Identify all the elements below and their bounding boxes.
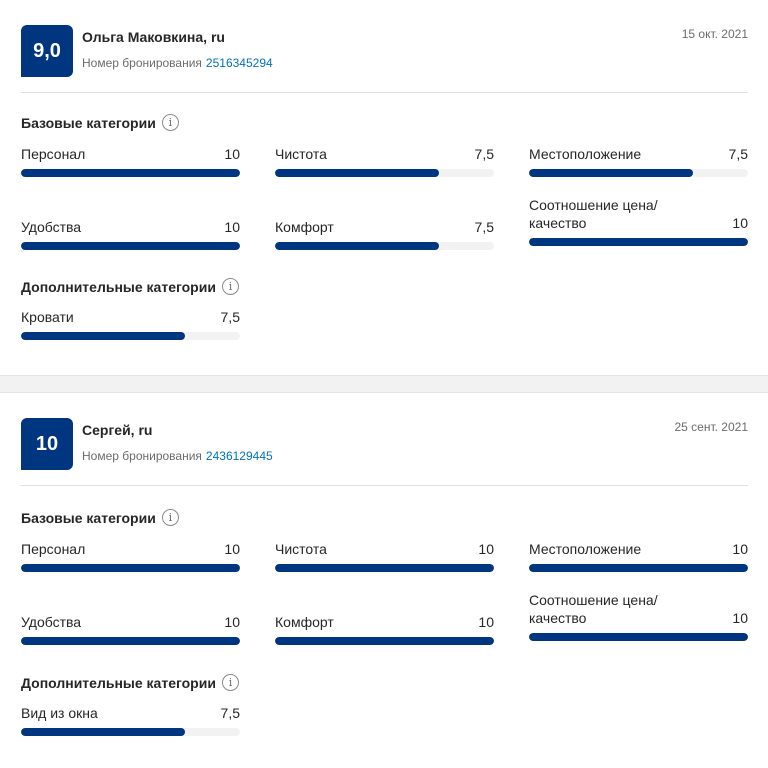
score-bar-fill [21, 728, 186, 736]
category-score: 7,5 [474, 146, 494, 162]
category-score: 10 [478, 541, 494, 557]
category-facilities: Удобства 10 [21, 218, 240, 250]
category-view: Вид из окна 7,5 [21, 704, 240, 736]
review-card: 10 Сергей, ru Номер бронирования 24361294… [0, 393, 768, 768]
score-bar [275, 242, 494, 250]
category-score: 10 [732, 541, 748, 557]
reviewer-name: Ольга Маковкина, ru [82, 29, 225, 45]
divider [21, 92, 748, 93]
info-icon[interactable]: i [161, 509, 179, 526]
category-label: Местоположение [529, 541, 642, 557]
score-bar-fill [275, 637, 494, 645]
info-icon[interactable]: i [161, 114, 179, 131]
score-bar [275, 564, 494, 572]
score-bar [275, 637, 494, 645]
booking-label: Номер бронирования [82, 449, 202, 463]
info-icon[interactable]: i [221, 278, 239, 295]
category-score: 10 [224, 219, 240, 235]
section-title-text: Базовые категории [21, 114, 156, 131]
score-bar [275, 169, 494, 177]
category-label: Комфорт [275, 219, 334, 235]
booking-label: Номер бронирования [82, 56, 202, 70]
base-categories-title: Базовые категории i [21, 114, 179, 131]
score-badge: 10 [21, 418, 73, 470]
extra-categories-title: Дополнительные категории i [21, 674, 239, 691]
category-score: 7,5 [220, 309, 240, 325]
category-facilities: Удобства 10 [21, 613, 240, 645]
category-location: Местоположение 10 [529, 540, 748, 572]
score-bar-fill [21, 332, 186, 340]
review-date: 25 сент. 2021 [674, 420, 748, 434]
booking-number-link[interactable]: 2436129445 [205, 449, 273, 463]
section-title-text: Дополнительные категории [21, 278, 216, 295]
review-card: 9,0 Ольга Маковкина, ru Номер бронирован… [0, 0, 768, 375]
category-label: Чистота [275, 146, 327, 162]
category-score: 10 [224, 541, 240, 557]
category-personal: Персонал 10 [21, 145, 240, 177]
score-bar [529, 564, 748, 572]
category-score: 7,5 [474, 219, 494, 235]
score-bar [21, 169, 240, 177]
score-bar-fill [21, 637, 240, 645]
score-badge: 9,0 [21, 25, 73, 77]
category-label: Персонал [21, 541, 86, 557]
category-label: Кровати [21, 309, 74, 325]
score-bar [21, 564, 240, 572]
category-personal: Персонал 10 [21, 540, 240, 572]
score-bar [21, 728, 240, 736]
category-label: Соотношение цена/ качество [529, 197, 658, 231]
info-icon[interactable]: i [221, 674, 239, 691]
category-label: Удобства [21, 614, 82, 630]
section-title-text: Дополнительные категории [21, 674, 216, 691]
score-bar-fill [21, 169, 240, 177]
divider [21, 485, 748, 486]
category-score: 7,5 [728, 146, 748, 162]
category-value: Соотношение цена/ качество 10 [529, 591, 748, 641]
category-value: Соотношение цена/ качество 10 [529, 196, 748, 246]
review-date: 15 окт. 2021 [681, 27, 748, 41]
score-bar-fill [275, 564, 494, 572]
score-bar-fill [275, 242, 440, 250]
booking-number-link[interactable]: 2516345294 [205, 56, 273, 70]
category-score: 10 [732, 215, 748, 231]
score-bar-fill [21, 242, 240, 250]
score-bar [529, 238, 748, 246]
category-label: Чистота [275, 541, 327, 557]
score-bar [529, 169, 748, 177]
score-bar [21, 332, 240, 340]
section-title-text: Базовые категории [21, 509, 156, 526]
score-bar-fill [275, 169, 440, 177]
score-bar-fill [529, 238, 748, 246]
booking-line: Номер бронирования 2516345294 [82, 56, 273, 70]
score-bar [21, 242, 240, 250]
booking-line: Номер бронирования 2436129445 [82, 449, 273, 463]
category-score: 10 [732, 610, 748, 626]
category-score: 10 [224, 146, 240, 162]
category-comfort: Комфорт 10 [275, 613, 494, 645]
score-bar-fill [529, 633, 748, 641]
category-label: Местоположение [529, 146, 642, 162]
score-bar [21, 637, 240, 645]
category-location: Местоположение 7,5 [529, 145, 748, 177]
score-bar [529, 633, 748, 641]
category-label: Соотношение цена/ качество [529, 592, 658, 626]
score-bar-fill [21, 564, 240, 572]
extra-categories-title: Дополнительные категории i [21, 278, 239, 295]
category-cleanliness: Чистота 7,5 [275, 145, 494, 177]
category-score: 10 [224, 614, 240, 630]
score-bar-fill [529, 169, 694, 177]
category-score: 10 [478, 614, 494, 630]
category-label: Удобства [21, 219, 82, 235]
category-score: 7,5 [220, 705, 240, 721]
category-beds: Кровати 7,5 [21, 308, 240, 340]
category-label: Вид из окна [21, 705, 98, 721]
base-categories-title: Базовые категории i [21, 509, 179, 526]
score-bar-fill [529, 564, 748, 572]
reviewer-name: Сергей, ru [82, 422, 153, 438]
category-label: Комфорт [275, 614, 334, 630]
category-comfort: Комфорт 7,5 [275, 218, 494, 250]
review-separator [0, 375, 768, 393]
category-cleanliness: Чистота 10 [275, 540, 494, 572]
category-label: Персонал [21, 146, 86, 162]
